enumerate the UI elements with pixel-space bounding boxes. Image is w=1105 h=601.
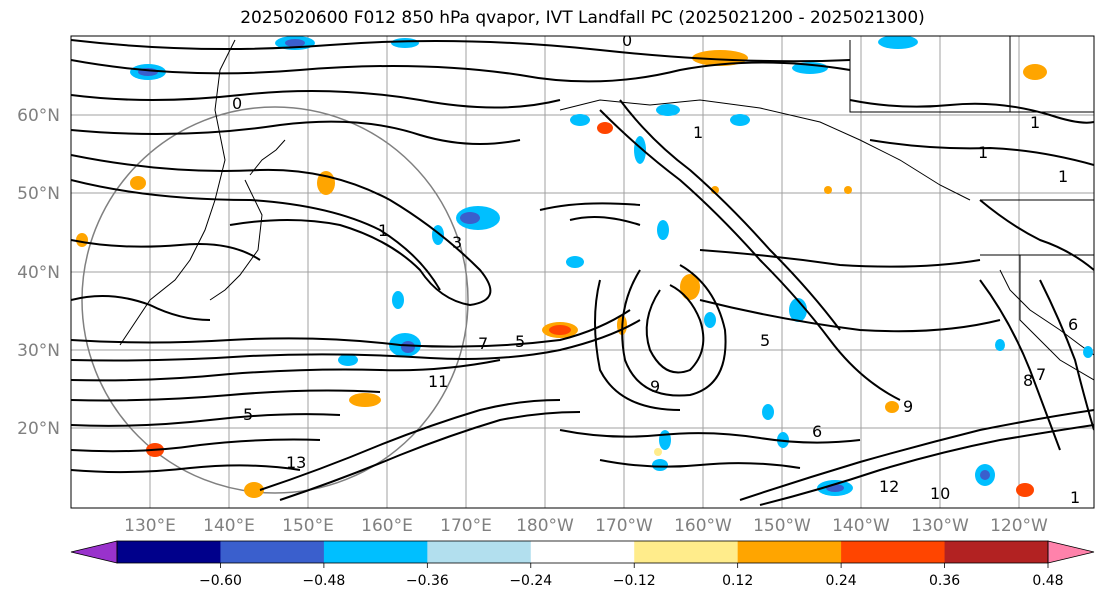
lat-label: 50°N [17,184,60,204]
colorbar-tick-label: −0.36 [406,573,449,589]
colorbar-segment [944,541,1049,563]
contour-label: 1 [1030,113,1040,132]
lat-label: 40°N [17,263,60,283]
contour-label: 8 [1023,371,1033,390]
colorbar-segment [530,541,635,563]
colorbar: −0.60 −0.48 −0.36 −0.24 −0.12 0.12 0.24 0.36 0.4… [70,540,1095,589]
contour-labels: 0 0 1 1 1 1 1 3 5 5 5 7 7 9 9 11 12 13 1… [232,31,1080,507]
lat-label: 60°N [17,106,60,126]
contour-label: 1 [1070,488,1080,507]
contour-label: 12 [879,477,899,496]
lon-label: 180°W [516,516,574,536]
contour-label: 6 [812,422,822,441]
colorbar-outline [116,540,1049,564]
lon-label: 150°E [282,516,334,536]
contour-label: 5 [243,405,253,424]
colorbar-segment [220,541,325,563]
lon-label: 150°W [753,516,811,536]
lat-label: 20°N [17,419,60,439]
lat-label: 30°N [17,341,60,361]
colorbar-segment [841,541,946,563]
colorbar-segment [737,541,842,563]
contour-label: 3 [452,233,462,252]
colorbar-tick-label: −0.12 [613,573,656,589]
colorbar-tick-label: 0.36 [929,573,960,589]
contour-label: 0 [622,31,632,50]
colorbar-tick-label: −0.60 [199,573,242,589]
contour-label: 0 [232,94,242,113]
map-panel: 0 0 1 1 1 1 1 3 5 5 5 7 7 9 9 11 12 13 1… [71,31,1094,508]
contour-label: 11 [428,372,448,391]
colorbar-tick-label: 0.12 [722,573,753,589]
contour-label: 9 [650,377,660,396]
contour-label: 1 [378,221,388,240]
lon-label: 160°E [361,516,413,536]
contour-label: 1 [1058,167,1068,186]
contour-label: 6 [1068,315,1078,334]
contour-label: 10 [930,484,950,503]
lon-label: 140°W [832,516,890,536]
colorbar-segment [323,541,428,563]
contour-label: 9 [903,397,913,416]
lon-label: 140°E [203,516,255,536]
lon-label: 120°W [990,516,1048,536]
colorbar-ticks: −0.60 −0.48 −0.36 −0.24 −0.12 0.12 0.24 0.36 0.4… [199,563,1064,589]
ivt-contours [71,39,1094,506]
lon-label: 130°E [124,516,176,536]
colorbar-segment [634,541,739,563]
contour-label: 5 [760,331,770,350]
contour-label: 1 [978,143,988,162]
contour-label: 5 [515,332,525,351]
contour-label: 1 [693,123,703,142]
lon-label: 160°W [674,516,732,536]
colorbar-segment [427,541,532,563]
colorbar-tick-label: −0.48 [302,573,345,589]
colorbar-tick-label: 0.48 [1032,573,1063,589]
range-circle [81,106,469,494]
colorbar-extend-low [70,540,118,564]
colorbar-tick-label: −0.24 [509,573,552,589]
contour-label: 13 [286,453,306,472]
lon-label: 170°W [595,516,653,536]
latitude-labels: 60°N 50°N 40°N 30°N 20°N [17,106,60,439]
lon-label: 130°W [911,516,969,536]
colorbar-extend-high [1047,540,1095,564]
map-title: 2025020600 F012 850 hPa qvapor, IVT Land… [240,8,925,28]
contour-label: 7 [1036,365,1046,384]
colorbar-segment [117,541,221,563]
colorbar-tick-label: 0.24 [826,573,857,589]
longitude-labels: 130°E 140°E 150°E 160°E 170°E 180°W 170°… [124,516,1048,536]
contour-label: 7 [478,334,488,353]
colorbar-segments [117,541,1049,563]
map-frame [70,35,1095,509]
lon-label: 170°E [440,516,492,536]
